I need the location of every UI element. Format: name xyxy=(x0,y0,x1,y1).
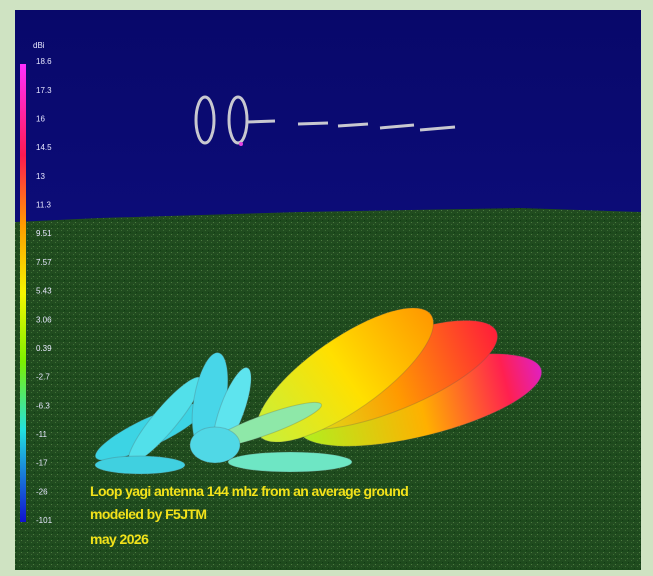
color-bar-labels: 18.6 17.3 16 14.5 13 11.3 9.51 7.57 5.43 3.06 0.39… xyxy=(36,57,53,525)
radiation-pattern xyxy=(94,307,543,475)
antenna xyxy=(194,95,456,146)
caption: Loop yagi antenna 144 mhz from an averag… xyxy=(90,483,409,547)
color-bar-label: 11.3 xyxy=(36,201,52,210)
color-bar-label: 5.43 xyxy=(36,287,52,296)
color-bar-label: 14.5 xyxy=(36,143,52,152)
caption-line: modeled by F5JTM xyxy=(90,506,206,522)
color-bar-unit: dBi xyxy=(33,41,45,50)
color-bar-label: 7.57 xyxy=(36,258,52,267)
color-bar-label: -2.7 xyxy=(36,373,50,382)
color-bar-label: -17 xyxy=(36,459,48,468)
color-bar-label: 17.3 xyxy=(36,86,52,95)
color-bar-label: 3.06 xyxy=(36,315,52,324)
color-bar-label: -26 xyxy=(36,487,48,496)
caption-line: Loop yagi antenna 144 mhz from an averag… xyxy=(90,483,408,499)
color-bar-label: 18.6 xyxy=(36,57,52,66)
color-bar-label: 16 xyxy=(36,114,45,123)
color-bar xyxy=(20,64,26,522)
caption-line: may 2026 xyxy=(90,531,149,547)
color-bar-label: 9.51 xyxy=(36,229,52,238)
color-bar-label: -6.3 xyxy=(36,401,50,410)
color-bar-label: 0.39 xyxy=(36,344,52,353)
color-bar-label: -11 xyxy=(36,430,48,439)
color-bar-label: -101 xyxy=(36,516,53,525)
sky xyxy=(15,10,641,222)
color-bar-label: 13 xyxy=(36,172,45,181)
